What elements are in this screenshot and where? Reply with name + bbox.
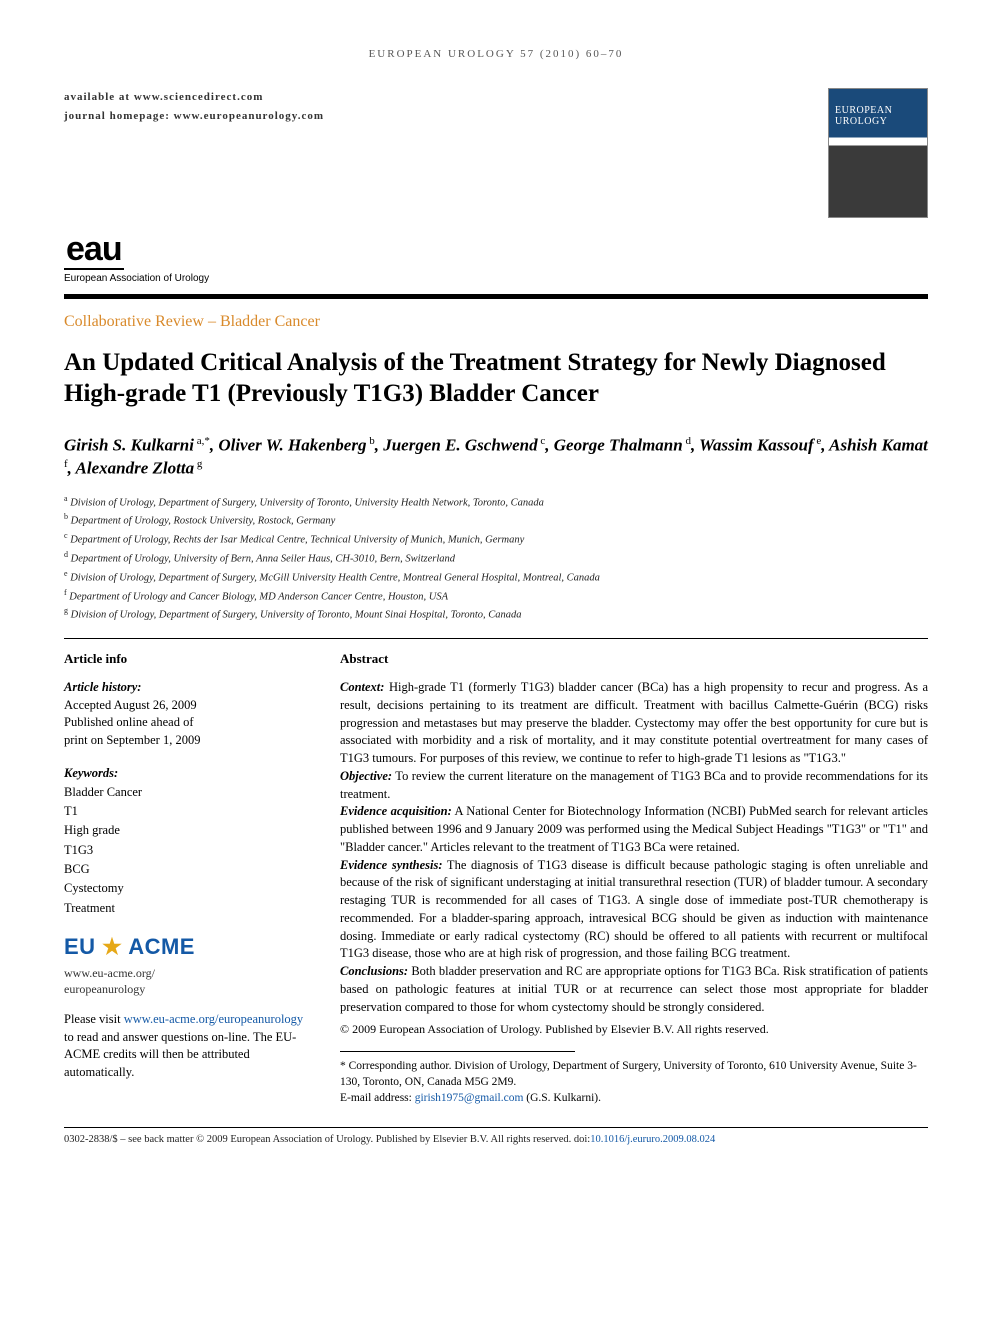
- thin-divider: [64, 638, 928, 639]
- author-list: Girish S. Kulkarni a,*, Oliver W. Hakenb…: [64, 434, 928, 481]
- header-row: available at www.sciencedirect.com journ…: [64, 88, 928, 218]
- history-line: print on September 1, 2009: [64, 732, 314, 750]
- correspondence-divider: [340, 1051, 575, 1052]
- affiliations-list: a Division of Urology, Department of Sur…: [64, 493, 928, 624]
- footer-divider: [64, 1127, 928, 1128]
- journal-cover-thumbnail: EUROPEAN UROLOGY: [828, 88, 928, 218]
- acme-text: ACME: [128, 934, 195, 959]
- article-history-block: Article history: Accepted August 26, 200…: [64, 679, 314, 749]
- publisher-logo-row: eau European Association of Urology: [64, 232, 928, 286]
- abstract-section: Context: High-grade T1 (formerly T1G3) b…: [340, 679, 928, 768]
- eau-subtitle: European Association of Urology: [64, 273, 209, 284]
- availability-block: available at www.sciencedirect.com journ…: [64, 88, 324, 125]
- copyright-line: © 2009 European Association of Urology. …: [340, 1022, 928, 1037]
- keyword-item: High grade: [64, 821, 314, 840]
- abstract-section: Evidence synthesis: The diagnosis of T1G…: [340, 857, 928, 964]
- abstract-section-text: The diagnosis of T1G3 disease is difficu…: [340, 858, 928, 961]
- acme-url-line1: www.eu-acme.org/: [64, 966, 155, 980]
- history-line: Published online ahead of: [64, 714, 314, 732]
- abstract-section: Conclusions: Both bladder preservation a…: [340, 963, 928, 1016]
- abstract-section-label: Evidence synthesis:: [340, 858, 443, 872]
- running-head: EUROPEAN UROLOGY 57 (2010) 60–70: [64, 48, 928, 60]
- correspondence-block: * Corresponding author. Division of Urol…: [340, 1058, 928, 1106]
- acme-blurb-prefix: Please visit: [64, 1012, 124, 1026]
- thick-divider: [64, 294, 928, 299]
- eau-logo: eau European Association of Urology: [64, 232, 209, 284]
- abstract-section: Evidence acquisition: A National Center …: [340, 803, 928, 856]
- right-column: Abstract Context: High-grade T1 (formerl…: [340, 651, 928, 1107]
- abstract-section-label: Conclusions:: [340, 964, 408, 978]
- abstract-section-text: Both bladder preservation and RC are app…: [340, 964, 928, 1014]
- corr-email[interactable]: girish1975@gmail.com: [415, 1092, 524, 1104]
- keyword-item: Bladder Cancer: [64, 783, 314, 802]
- left-column: Article info Article history: Accepted A…: [64, 651, 314, 1107]
- star-icon: ★: [96, 934, 129, 959]
- article-history-label: Article history:: [64, 679, 314, 697]
- keyword-item: T1: [64, 802, 314, 821]
- availability-line: available at www.sciencedirect.com: [64, 88, 324, 107]
- affiliation-line: a Division of Urology, Department of Sur…: [64, 493, 928, 512]
- corr-text: Corresponding author. Division of Urolog…: [340, 1060, 917, 1088]
- keywords-block: Keywords: Bladder CancerT1High gradeT1G3…: [64, 765, 314, 918]
- acme-blurb: Please visit www.eu-acme.org/europeanuro…: [64, 1011, 314, 1081]
- abstract-section-text: High-grade T1 (formerly T1G3) bladder ca…: [340, 680, 928, 765]
- homepage-line: journal homepage: www.europeanurology.co…: [64, 107, 324, 126]
- affiliation-line: c Department of Urology, Rechts der Isar…: [64, 530, 928, 549]
- two-column-body: Article info Article history: Accepted A…: [64, 651, 928, 1107]
- keyword-item: Cystectomy: [64, 879, 314, 898]
- affiliation-line: g Division of Urology, Department of Sur…: [64, 605, 928, 624]
- abstract-body: Context: High-grade T1 (formerly T1G3) b…: [340, 679, 928, 1016]
- abstract-section-text: To review the current literature on the …: [340, 769, 928, 801]
- acme-blurb-link[interactable]: www.eu-acme.org/europeanurology: [124, 1012, 303, 1026]
- history-line: Accepted August 26, 2009: [64, 697, 314, 715]
- cover-journal-name: EUROPEAN UROLOGY: [835, 105, 927, 127]
- corr-email-label: E-mail address:: [340, 1092, 415, 1104]
- keyword-item: T1G3: [64, 841, 314, 860]
- acme-blurb-suffix: to read and answer questions on-line. Th…: [64, 1030, 296, 1079]
- acme-url: www.eu-acme.org/ europeanurology: [64, 966, 314, 997]
- footer-doi-link[interactable]: 10.1016/j.eururo.2009.08.024: [590, 1134, 715, 1145]
- footer-text: 0302-2838/$ – see back matter © 2009 Eur…: [64, 1134, 590, 1145]
- keyword-item: BCG: [64, 860, 314, 879]
- affiliation-line: f Department of Urology and Cancer Biolo…: [64, 587, 928, 606]
- eau-mark: eau: [64, 232, 124, 270]
- acme-url-line2: europeanurology: [64, 982, 145, 996]
- article-info-heading: Article info: [64, 651, 314, 667]
- keywords-label: Keywords:: [64, 765, 314, 783]
- affiliation-line: e Division of Urology, Department of Sur…: [64, 568, 928, 587]
- abstract-section-label: Context:: [340, 680, 384, 694]
- eu-acme-badge: EU ★ ACME: [64, 934, 314, 960]
- article-title: An Updated Critical Analysis of the Trea…: [64, 347, 928, 410]
- acme-eu-text: EU: [64, 934, 96, 959]
- abstract-section-label: Evidence acquisition:: [340, 804, 452, 818]
- affiliation-line: b Department of Urology, Rostock Univers…: [64, 511, 928, 530]
- keyword-item: Treatment: [64, 899, 314, 918]
- footer-line: 0302-2838/$ – see back matter © 2009 Eur…: [64, 1134, 928, 1145]
- article-section-label: Collaborative Review – Bladder Cancer: [64, 313, 928, 331]
- affiliation-line: d Department of Urology, University of B…: [64, 549, 928, 568]
- abstract-heading: Abstract: [340, 651, 928, 667]
- corr-email-suffix: (G.S. Kulkarni).: [523, 1092, 601, 1104]
- abstract-section: Objective: To review the current literat…: [340, 768, 928, 804]
- abstract-section-label: Objective:: [340, 769, 392, 783]
